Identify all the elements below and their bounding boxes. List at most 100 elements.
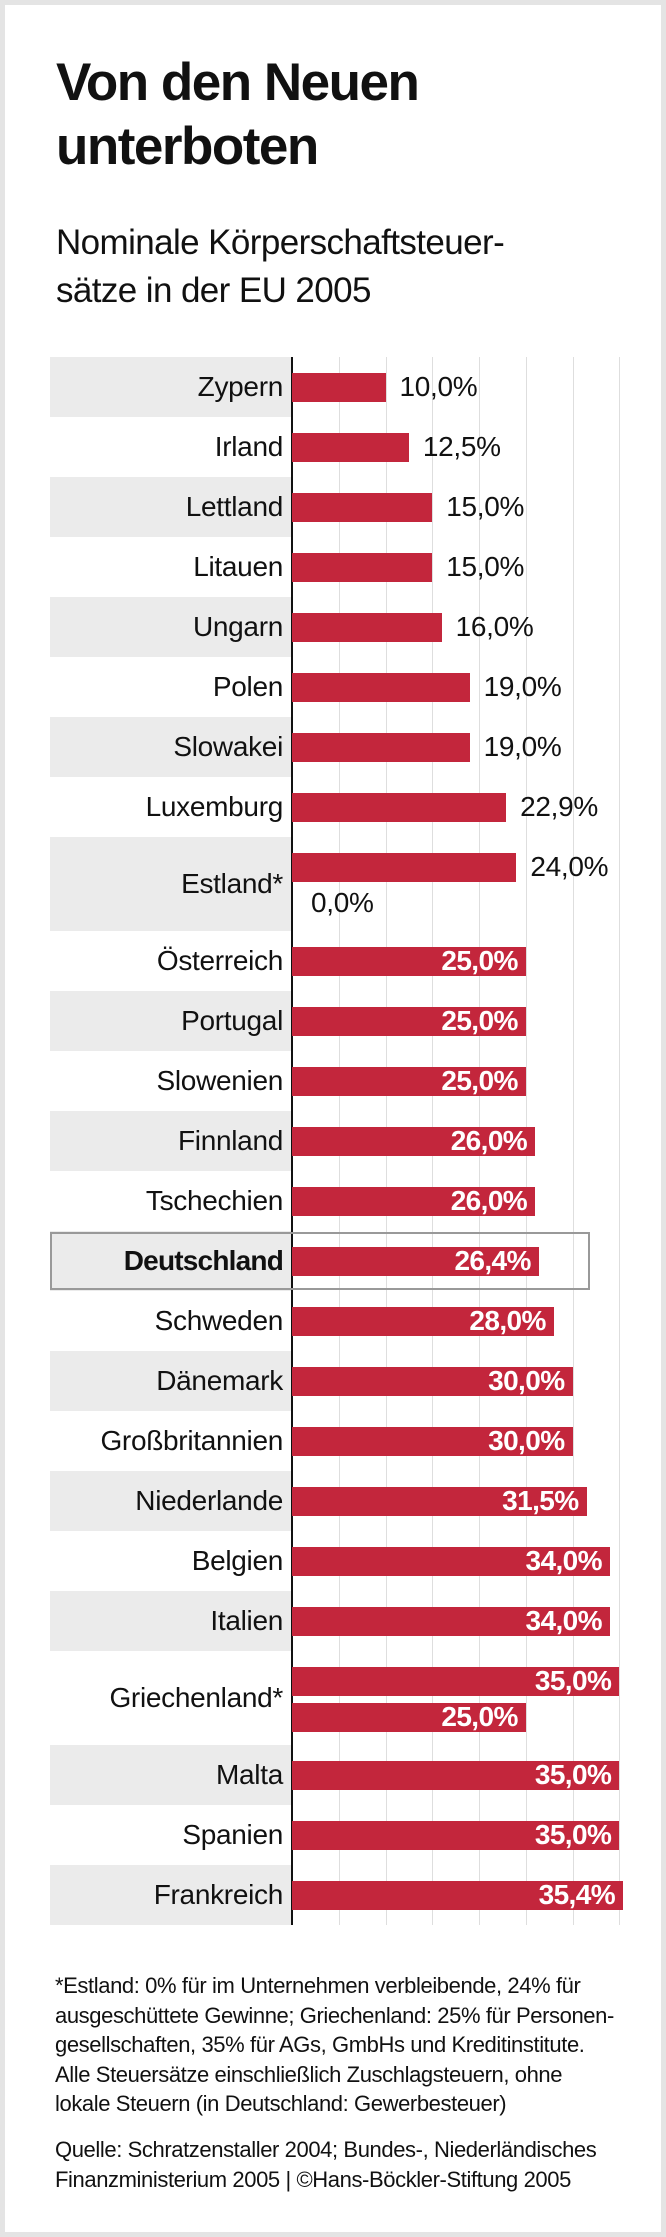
category-label: Portugal [181,1005,283,1036]
bar [292,372,386,402]
footnote-line: gesellschaften, 35% für AGs, GmbHs und K… [55,2032,585,2057]
category-label: Finnland [177,1125,283,1156]
category-label: Estland* [181,868,283,899]
bar [292,792,507,822]
bar [292,1066,526,1096]
bar [292,1546,610,1576]
footnote-line: *Estland: 0% für im Unternehmen verbleib… [55,1973,581,1998]
category-label: Litauen [193,551,283,582]
category-label: Zypern [197,371,284,402]
data-label: 25,0% [441,1701,518,1732]
highlight-box [50,1232,590,1290]
footnote-line: lokale Steuern (in Deutschland: Gewerbes… [55,2091,507,2116]
gridline [572,357,574,1925]
infographic-card: Von den Neuen unterboten Nominale Körper… [5,5,661,2232]
data-label: 35,0% [534,1819,612,1850]
data-label: 34,0% [525,1545,603,1576]
bar [292,492,433,522]
data-label: 0,0% [311,887,374,918]
data-label: 24,0% [530,851,609,882]
bar [292,1820,620,1850]
bar [292,1246,539,1276]
row-band [50,1745,292,1805]
data-label: 12,5% [422,431,501,462]
title-line-1: Von den Neuen [56,53,420,112]
bar [292,1186,536,1216]
category-label: Griechenland* [109,1682,283,1713]
bar [292,1606,610,1636]
row-band [50,717,292,777]
category-label: Italien [210,1605,283,1636]
row-band [50,1865,292,1925]
row-band [50,1231,292,1291]
bar [292,672,470,702]
data-label: 35,0% [534,1665,612,1696]
data-label: 26,0% [450,1185,528,1216]
row-band [50,357,292,417]
category-label: Polen [212,671,283,702]
source-credit: Quelle: Schratzenstaller 2004; Bundes-, … [55,2135,655,2195]
row-band [50,1111,292,1171]
row-band [50,991,292,1051]
category-label: Österreich [156,945,283,976]
data-label: 25,0% [441,1005,518,1036]
footnote-line: ausgeschüttete Gewinne; Griechenland: 25… [55,2002,614,2028]
bar [292,1006,526,1036]
category-label: Irland [214,431,284,462]
data-label: 26,0% [450,1125,528,1156]
row-band [50,477,292,537]
category-label: Tschechien [145,1185,283,1216]
category-label: Lettland [185,491,284,522]
category-label: Niederlande [135,1485,283,1516]
data-label: 35,4% [538,1879,616,1910]
category-label: Deutschland [123,1245,284,1276]
category-label: Belgien [191,1545,284,1576]
data-label: 10,0% [399,371,478,402]
bar [292,1126,536,1156]
category-label: Luxemburg [145,791,284,822]
bar [292,1666,620,1696]
category-label: Dänemark [156,1365,283,1396]
row-band [50,1351,292,1411]
bar [292,1426,573,1456]
bar [292,1366,573,1396]
row-band [50,1471,292,1531]
data-label: 15,0% [446,491,525,522]
footnote: *Estland: 0% für im Unternehmen verbleib… [55,1971,645,2119]
chart-subtitle: Nominale Körperschaftsteuer- sätze in de… [56,219,505,315]
data-label: 26,4% [454,1245,531,1276]
data-label: 35,0% [534,1759,612,1790]
bar [292,1486,587,1516]
bar [292,552,433,582]
category-label: Slowenien [156,1065,284,1096]
data-label: 25,0% [441,1065,518,1096]
bar [292,1702,526,1732]
chart-title: Von den Neuen unterboten [56,51,420,179]
bar [292,1306,554,1336]
category-label: Ungarn [192,611,283,642]
data-label: 15,0% [446,551,525,582]
subtitle-line-1: Nominale Körperschaftsteuer- [56,223,505,262]
data-label: 30,0% [488,1365,565,1396]
category-label: Frankreich [153,1879,284,1910]
bar [292,732,470,762]
data-label: 16,0% [455,611,534,642]
bar [292,946,526,976]
data-label: 19,0% [483,731,562,762]
title-line-2: unterboten [56,117,319,176]
category-label: Großbritannien [100,1425,283,1456]
source-line: Finanzministerium 2005 | ©Hans-Böckler-S… [55,2167,571,2192]
footnote-line: Alle Steuersätze einschließlich Zuschlag… [55,2061,563,2087]
gridline [619,357,621,1925]
row-band [50,1591,292,1651]
row-band [50,837,292,931]
source-line: Quelle: Schratzenstaller 2004; Bundes-, … [55,2137,597,2162]
row-band [50,597,292,657]
data-label: 22,9% [520,791,599,822]
data-label: 30,0% [488,1425,565,1456]
category-label: Spanien [182,1819,283,1850]
category-label: Slowakei [173,731,283,762]
bar [292,1760,620,1790]
data-label: 28,0% [469,1305,546,1336]
bar [292,852,517,882]
